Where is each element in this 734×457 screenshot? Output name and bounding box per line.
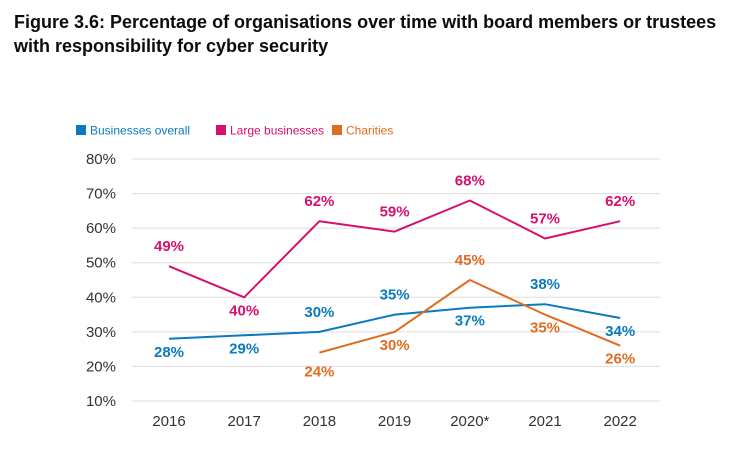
data-label-large-businesses: 49% <box>154 238 184 255</box>
gridlines <box>132 158 660 402</box>
series-line-charities <box>319 279 621 354</box>
data-label-charities: 30% <box>380 337 410 354</box>
x-tick-label: 2018 <box>303 413 336 430</box>
data-label-businesses-overall: 28% <box>154 344 184 361</box>
data-label-large-businesses: 59% <box>380 204 410 221</box>
series-line-large-businesses <box>168 199 621 299</box>
y-tick-label: 40% <box>86 289 116 306</box>
y-tick-label: 80% <box>86 151 116 168</box>
y-tick-label: 70% <box>86 186 116 203</box>
data-label-large-businesses: 57% <box>530 211 560 228</box>
data-label-large-businesses: 40% <box>229 302 259 319</box>
y-tick-label: 10% <box>86 393 116 410</box>
legend-swatch-businesses-overall <box>76 125 86 135</box>
legend: Businesses overall Large businesses Charit… <box>76 124 393 138</box>
data-label-charities: 24% <box>304 364 334 381</box>
series-lines <box>168 199 621 354</box>
data-label-charities: 45% <box>455 252 485 269</box>
data-label-businesses-overall: 35% <box>380 287 410 304</box>
data-label-businesses-overall: 37% <box>455 313 485 330</box>
y-tick-label: 30% <box>86 324 116 341</box>
data-label-businesses-overall: 29% <box>229 340 259 357</box>
x-tick-label: 2019 <box>378 413 411 430</box>
data-label-businesses-overall: 38% <box>530 276 560 293</box>
legend-label-large-businesses: Large businesses <box>230 124 324 138</box>
legend-swatch-charities <box>332 125 342 135</box>
chart-title: Figure 3.6: Percentage of organisations … <box>14 12 717 56</box>
y-tick-label: 60% <box>86 220 116 237</box>
y-axis-ticks: 80% 70% 60% 50% 40% 30% 20% 10% <box>86 151 116 410</box>
data-label-businesses-overall: 34% <box>605 323 635 340</box>
legend-swatch-large-businesses <box>216 125 226 135</box>
data-label-businesses-overall: 30% <box>304 304 334 321</box>
data-label-large-businesses: 68% <box>455 172 485 189</box>
legend-label-businesses-overall: Businesses overall <box>90 124 190 138</box>
data-label-charities: 26% <box>605 351 635 368</box>
x-tick-label: 2020* <box>450 413 489 430</box>
series-line-businesses-overall <box>168 303 621 340</box>
legend-label-charities: Charities <box>346 124 393 138</box>
x-tick-label: 2021 <box>528 413 561 430</box>
data-label-large-businesses: 62% <box>605 193 635 210</box>
x-tick-label: 2017 <box>228 413 261 430</box>
y-tick-label: 50% <box>86 255 116 272</box>
y-tick-label: 20% <box>86 358 116 375</box>
x-tick-label: 2016 <box>152 413 185 430</box>
x-tick-label: 2022 <box>604 413 637 430</box>
data-labels: 28% 29% 30% 35% 37% 38% 34% 49% 40% 62% 59% 68% 57% 6… <box>154 172 635 380</box>
data-label-large-businesses: 62% <box>304 193 334 210</box>
x-axis-ticks: 2016 2017 2018 2019 2020* 2021 2022 <box>152 413 637 430</box>
data-label-charities: 35% <box>530 320 560 337</box>
